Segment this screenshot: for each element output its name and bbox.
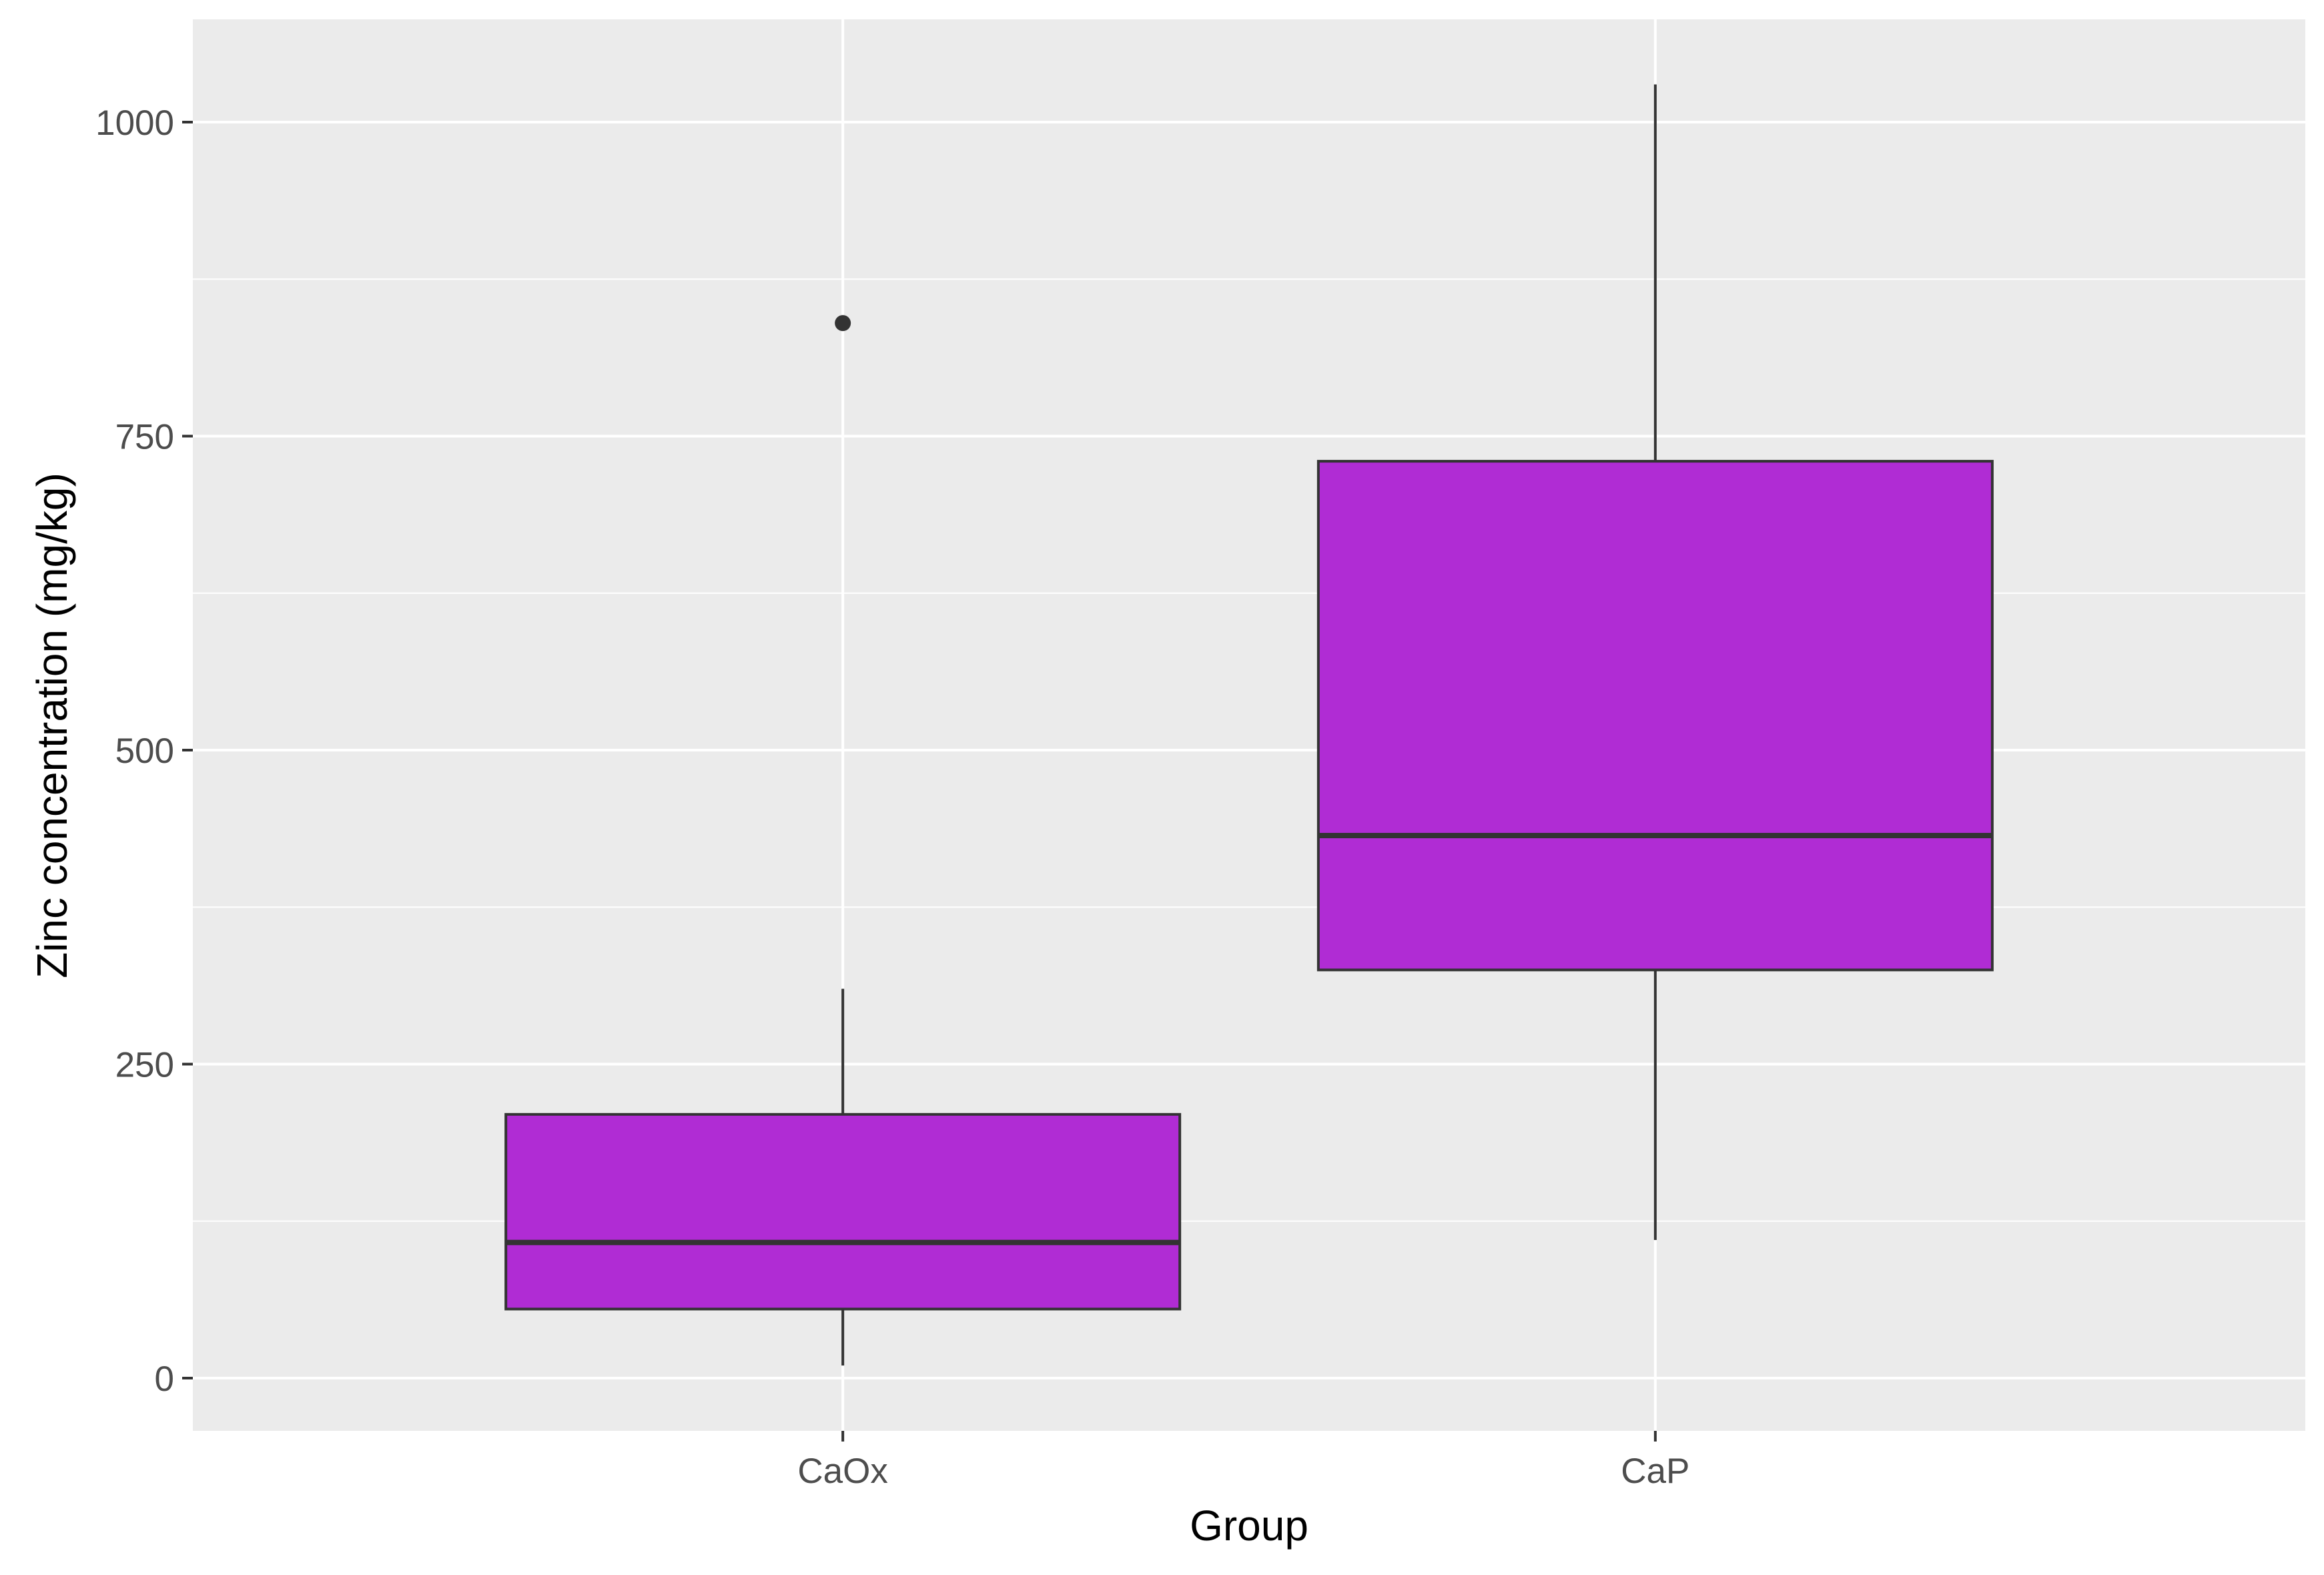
box-cap xyxy=(1316,84,1994,1240)
x-tick-label: CaP xyxy=(1621,1452,1689,1491)
x-tick-label: CaOx xyxy=(797,1452,887,1491)
box-body xyxy=(504,1113,1182,1311)
y-axis: 0 250 500 750 1000 xyxy=(95,103,193,1399)
y-tick-label: 750 xyxy=(115,418,174,457)
y-tick-label: 500 xyxy=(115,731,174,771)
box-body xyxy=(1316,460,1994,972)
outlier-point xyxy=(835,315,851,332)
x-axis: CaOx CaP xyxy=(797,1431,1689,1491)
y-axis-title: Zinc concentration (mg/kg) xyxy=(28,472,76,978)
box-caox xyxy=(504,315,1182,1366)
x-axis-title: Group xyxy=(1190,1502,1308,1550)
y-tick-label: 0 xyxy=(155,1359,174,1399)
boxes xyxy=(504,84,1994,1366)
y-tick-label: 1000 xyxy=(95,103,174,143)
y-tick-label: 250 xyxy=(115,1046,174,1085)
